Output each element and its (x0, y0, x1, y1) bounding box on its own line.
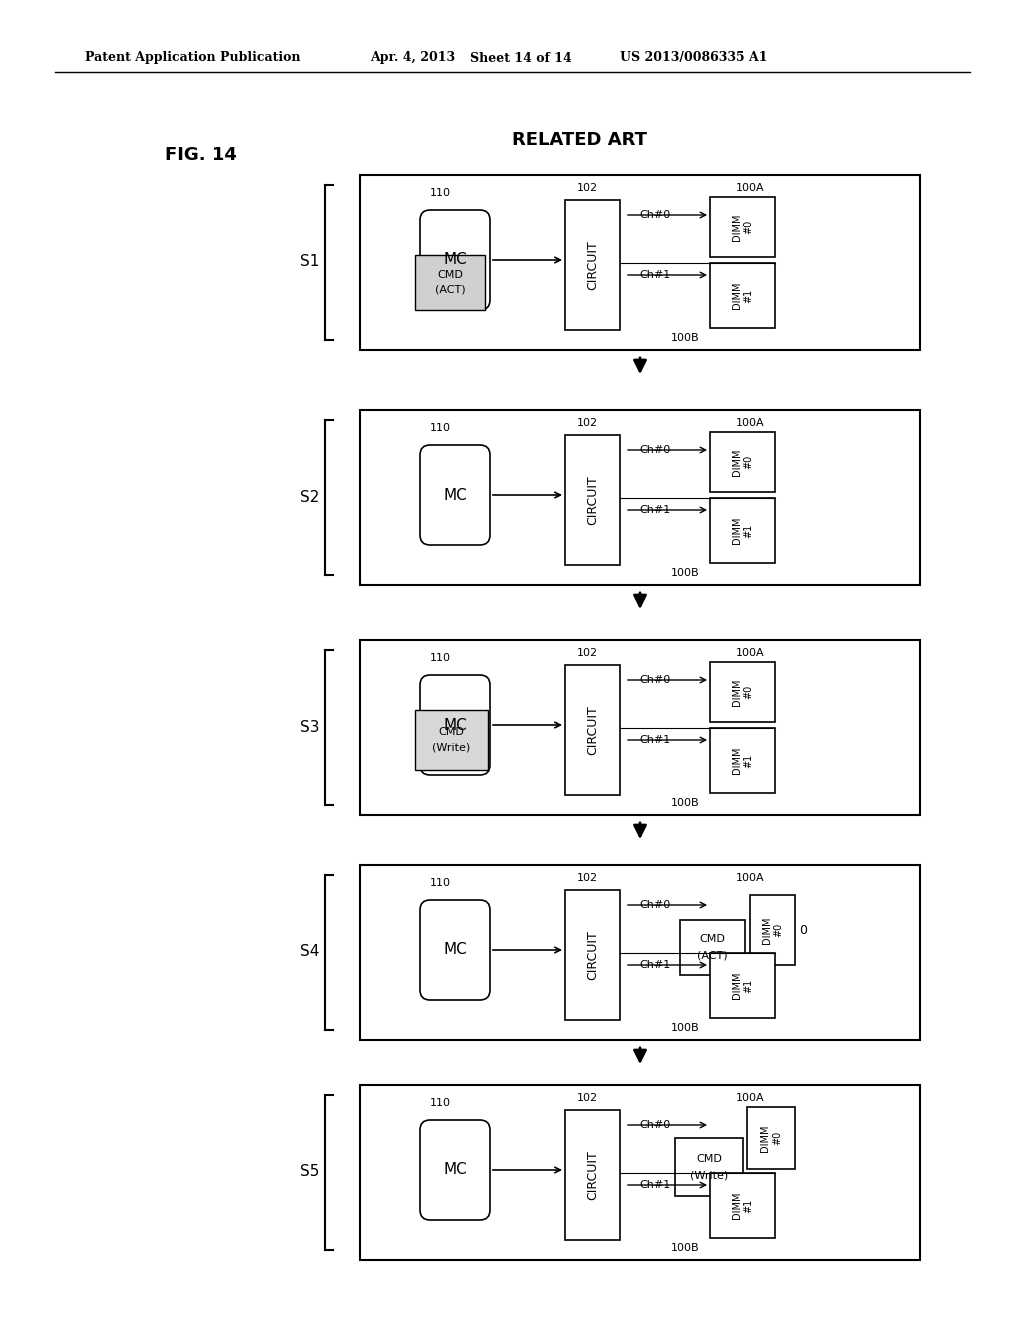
FancyBboxPatch shape (750, 895, 795, 965)
Text: CMD: CMD (437, 271, 463, 281)
Text: CIRCUIT: CIRCUIT (586, 705, 599, 755)
Text: 100A: 100A (735, 648, 764, 657)
FancyBboxPatch shape (415, 710, 488, 770)
Text: MC: MC (443, 252, 467, 268)
FancyBboxPatch shape (360, 865, 920, 1040)
FancyBboxPatch shape (710, 498, 775, 564)
Text: CIRCUIT: CIRCUIT (586, 931, 599, 979)
FancyBboxPatch shape (675, 1138, 743, 1196)
Text: Ch#1: Ch#1 (639, 271, 671, 280)
Text: Ch#0: Ch#0 (639, 675, 671, 685)
Text: (ACT): (ACT) (434, 285, 465, 294)
Text: CIRCUIT: CIRCUIT (586, 240, 599, 290)
FancyBboxPatch shape (710, 1173, 775, 1238)
FancyBboxPatch shape (565, 665, 620, 795)
Text: (ACT): (ACT) (697, 950, 728, 961)
FancyBboxPatch shape (415, 255, 485, 310)
Text: Ch#1: Ch#1 (639, 735, 671, 744)
FancyBboxPatch shape (420, 900, 490, 1001)
Text: MC: MC (443, 487, 467, 503)
FancyBboxPatch shape (565, 436, 620, 565)
FancyBboxPatch shape (710, 432, 775, 492)
Text: Ch#0: Ch#0 (639, 1119, 671, 1130)
Text: 110: 110 (429, 187, 451, 198)
Text: DIMM
#1: DIMM #1 (732, 1192, 754, 1220)
Text: CIRCUIT: CIRCUIT (586, 1150, 599, 1200)
Text: MC: MC (443, 1163, 467, 1177)
Text: 100B: 100B (671, 333, 699, 343)
Text: DIMM
#0: DIMM #0 (732, 678, 754, 706)
Text: 110: 110 (429, 422, 451, 433)
Text: Ch#0: Ch#0 (639, 445, 671, 455)
Text: CMD: CMD (696, 1154, 722, 1164)
Text: 102: 102 (577, 648, 598, 657)
FancyBboxPatch shape (360, 1085, 920, 1261)
FancyBboxPatch shape (420, 675, 490, 775)
Text: DIMM
#1: DIMM #1 (732, 516, 754, 544)
Text: (Write): (Write) (432, 743, 471, 752)
FancyBboxPatch shape (565, 201, 620, 330)
FancyBboxPatch shape (360, 176, 920, 350)
Text: S1: S1 (300, 255, 319, 269)
Text: S2: S2 (300, 490, 319, 504)
Text: 100A: 100A (735, 183, 764, 193)
Text: DIMM
#0: DIMM #0 (762, 916, 783, 944)
Text: 100A: 100A (735, 873, 764, 883)
Text: CMD: CMD (699, 935, 725, 945)
FancyBboxPatch shape (565, 890, 620, 1020)
FancyBboxPatch shape (360, 411, 920, 585)
Text: CMD: CMD (438, 727, 465, 737)
Text: 100A: 100A (735, 418, 764, 428)
Text: Apr. 4, 2013: Apr. 4, 2013 (370, 51, 455, 65)
FancyBboxPatch shape (710, 197, 775, 257)
FancyBboxPatch shape (746, 1107, 795, 1170)
FancyBboxPatch shape (565, 1110, 620, 1239)
Text: 110: 110 (429, 1098, 451, 1107)
Text: 100A: 100A (735, 1093, 764, 1104)
Text: 102: 102 (577, 183, 598, 193)
Text: 102: 102 (577, 1093, 598, 1104)
Text: Sheet 14 of 14: Sheet 14 of 14 (470, 51, 571, 65)
Text: DIMM
#0: DIMM #0 (732, 449, 754, 475)
Text: US 2013/0086335 A1: US 2013/0086335 A1 (620, 51, 768, 65)
FancyBboxPatch shape (420, 445, 490, 545)
Text: (Write): (Write) (690, 1170, 728, 1180)
Text: FIG. 14: FIG. 14 (165, 147, 237, 164)
FancyBboxPatch shape (680, 920, 745, 975)
Text: Patent Application Publication: Patent Application Publication (85, 51, 300, 65)
Text: MC: MC (443, 942, 467, 957)
Text: Ch#1: Ch#1 (639, 506, 671, 515)
FancyBboxPatch shape (710, 663, 775, 722)
Text: DIMM
#1: DIMM #1 (732, 972, 754, 999)
Text: 100B: 100B (671, 568, 699, 578)
FancyBboxPatch shape (360, 640, 920, 814)
Text: RELATED ART: RELATED ART (512, 131, 647, 149)
Text: S4: S4 (300, 945, 319, 960)
Text: DIMM
#1: DIMM #1 (732, 747, 754, 775)
Text: 102: 102 (577, 873, 598, 883)
Text: S3: S3 (300, 719, 319, 734)
Text: DIMM
#1: DIMM #1 (732, 281, 754, 309)
Text: Ch#1: Ch#1 (639, 1180, 671, 1191)
Text: 102: 102 (577, 418, 598, 428)
Text: CIRCUIT: CIRCUIT (586, 475, 599, 525)
Text: 110: 110 (429, 878, 451, 888)
Text: Ch#0: Ch#0 (639, 210, 671, 220)
Text: 100B: 100B (671, 1023, 699, 1034)
FancyBboxPatch shape (710, 263, 775, 327)
Text: 100B: 100B (671, 1243, 699, 1253)
Text: Ch#0: Ch#0 (639, 900, 671, 909)
Text: Ch#1: Ch#1 (639, 960, 671, 970)
FancyBboxPatch shape (710, 953, 775, 1018)
Text: DIMM
#0: DIMM #0 (760, 1125, 781, 1152)
Text: DIMM
#0: DIMM #0 (732, 214, 754, 240)
Text: MC: MC (443, 718, 467, 733)
Text: 0: 0 (799, 924, 807, 936)
FancyBboxPatch shape (710, 729, 775, 793)
Text: 110: 110 (429, 653, 451, 663)
Text: S5: S5 (300, 1164, 319, 1180)
FancyBboxPatch shape (420, 210, 490, 310)
Text: 100B: 100B (671, 799, 699, 808)
FancyBboxPatch shape (420, 1119, 490, 1220)
